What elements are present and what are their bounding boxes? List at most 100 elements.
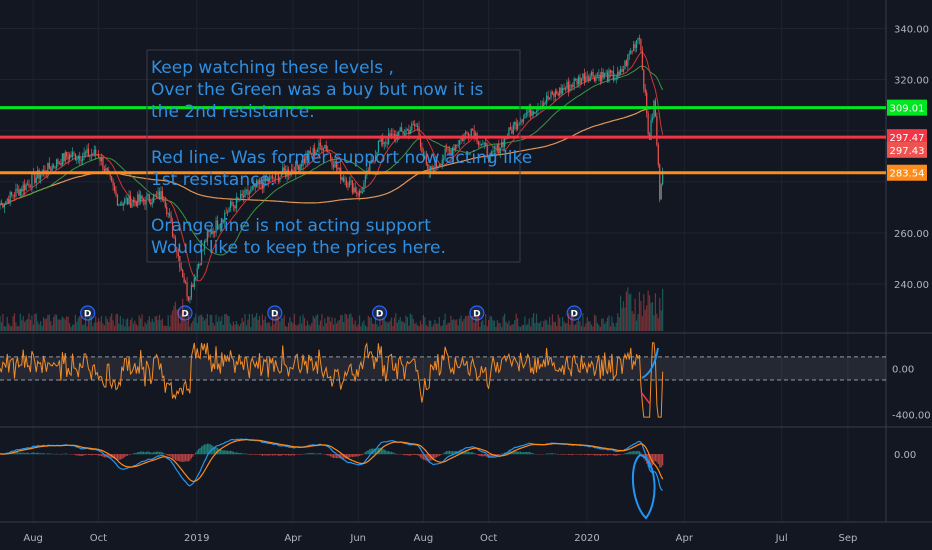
candle-body	[174, 237, 177, 250]
volume-bar	[576, 321, 578, 331]
annotation-box[interactable]: Keep watching these levels , Over the Gr…	[146, 49, 532, 263]
candle-body	[327, 150, 329, 152]
candle-body	[461, 137, 464, 141]
candle-body	[16, 188, 18, 190]
candle-body	[63, 153, 65, 162]
volume-bar	[92, 326, 94, 331]
candle-body	[64, 152, 66, 162]
candle-body	[343, 177, 345, 182]
volume-bar	[48, 314, 50, 331]
candle-body	[473, 130, 475, 139]
volume-bar	[286, 326, 288, 331]
macd-histogram-bar	[176, 454, 178, 461]
macd-histogram-bar	[624, 453, 626, 455]
macd-histogram-bar	[477, 454, 480, 456]
candle-body	[270, 175, 272, 177]
macd-histogram-bar	[521, 452, 523, 455]
candle-body	[135, 201, 137, 206]
macd-histogram-bar	[244, 453, 246, 455]
candle-body	[592, 71, 594, 78]
candle-body	[303, 158, 306, 163]
candle-body	[447, 149, 449, 151]
macd-histogram-bar	[66, 453, 68, 455]
candle-body	[86, 148, 88, 153]
macd-histogram-bar	[463, 451, 465, 455]
volume-bar	[203, 320, 206, 331]
macd-histogram-bar	[546, 453, 548, 455]
candle-body	[102, 158, 104, 170]
volume-bar	[424, 317, 426, 331]
candle-body	[264, 176, 266, 182]
volume-bar	[183, 318, 185, 331]
volume-bar	[318, 324, 320, 331]
candle-body	[115, 190, 117, 196]
candle-body	[119, 203, 121, 205]
candle-body	[511, 129, 513, 134]
macd-histogram-bar	[218, 448, 220, 455]
candle-body	[382, 136, 384, 145]
volume-bar	[595, 315, 597, 331]
candle-body	[118, 204, 120, 206]
volume-bar	[173, 305, 175, 331]
volume-bar	[537, 322, 539, 331]
volume-bar	[637, 313, 639, 331]
volume-bar	[456, 319, 458, 331]
macd-histogram-bar	[576, 454, 578, 455]
candle-body	[441, 159, 443, 166]
macd-histogram-bar	[469, 452, 471, 455]
candle-body	[18, 189, 20, 196]
macd-histogram-bar	[395, 453, 397, 455]
macd-histogram-bar	[237, 452, 239, 455]
candle-body	[509, 127, 511, 130]
volume-bar	[441, 325, 443, 331]
candle-body	[89, 155, 91, 157]
candle-body	[48, 162, 50, 169]
volume-bar	[350, 313, 352, 331]
candle-body	[150, 201, 152, 205]
macd-histogram-bar	[485, 454, 487, 457]
candle-body	[548, 97, 551, 100]
volume-bar	[499, 323, 501, 331]
volume-bar	[244, 313, 246, 331]
macd-histogram-bar	[279, 454, 281, 456]
volume-bar	[18, 326, 20, 331]
volume-bar	[225, 313, 227, 331]
volume-bar	[234, 324, 236, 331]
annotation-line: Orange line is not acting support	[151, 216, 431, 236]
candle-body	[269, 176, 271, 182]
candle-body	[440, 164, 442, 166]
volume-bar	[258, 316, 261, 331]
volume-bar	[444, 313, 446, 331]
macd-histogram-bar	[287, 454, 290, 456]
volume-bar	[277, 315, 279, 331]
volume-bar	[296, 325, 298, 331]
macd-histogram-bar	[209, 444, 211, 455]
x-tick-label: Jul	[775, 533, 788, 544]
macd-histogram-bar	[592, 454, 594, 455]
macd-histogram-bar	[221, 449, 223, 455]
candle-body	[324, 145, 326, 149]
volume-bar	[90, 316, 92, 331]
volume-bar	[353, 324, 355, 331]
volume-bar	[64, 319, 66, 331]
macd-histogram-bar	[657, 454, 659, 465]
volume-bar	[171, 310, 174, 331]
horizontal-levels[interactable]: 309.01 297.47 283.54 297.43	[0, 99, 927, 181]
candle-body	[544, 102, 546, 104]
candle-body	[2, 202, 4, 208]
volume-bar	[327, 316, 329, 331]
candle-body	[498, 144, 500, 154]
candle-body	[71, 152, 74, 158]
volume-bar	[134, 320, 136, 331]
macd-histogram-bar	[202, 445, 204, 455]
macd-histogram-bar	[418, 454, 420, 457]
candle-body	[417, 125, 419, 127]
macd-histogram-bar	[116, 454, 119, 460]
candle-body	[241, 193, 243, 196]
candle-body	[586, 76, 588, 78]
macd-histogram-bar	[198, 448, 200, 455]
macd-histogram-bar	[483, 454, 485, 457]
volume-bar	[345, 314, 348, 331]
volume-bar	[550, 325, 552, 331]
